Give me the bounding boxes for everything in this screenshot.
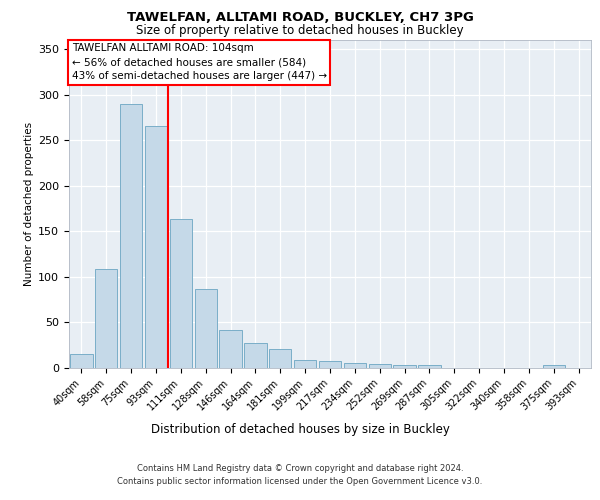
Text: Distribution of detached houses by size in Buckley: Distribution of detached houses by size … — [151, 422, 449, 436]
Text: TAWELFAN ALLTAMI ROAD: 104sqm
← 56% of detached houses are smaller (584)
43% of : TAWELFAN ALLTAMI ROAD: 104sqm ← 56% of d… — [71, 44, 327, 82]
Text: Contains public sector information licensed under the Open Government Licence v3: Contains public sector information licen… — [118, 478, 482, 486]
Bar — [269, 350, 292, 368]
Bar — [394, 365, 416, 368]
Bar — [244, 343, 266, 367]
Y-axis label: Number of detached properties: Number of detached properties — [24, 122, 34, 286]
Text: Contains HM Land Registry data © Crown copyright and database right 2024.: Contains HM Land Registry data © Crown c… — [137, 464, 463, 473]
Bar — [319, 361, 341, 368]
Bar — [220, 330, 242, 368]
Bar — [70, 354, 92, 368]
Bar — [344, 363, 366, 368]
Bar — [120, 104, 142, 368]
Bar — [170, 219, 192, 368]
Bar — [368, 364, 391, 368]
Bar — [542, 365, 565, 368]
Text: TAWELFAN, ALLTAMI ROAD, BUCKLEY, CH7 3PG: TAWELFAN, ALLTAMI ROAD, BUCKLEY, CH7 3PG — [127, 11, 473, 24]
Bar — [294, 360, 316, 368]
Bar — [145, 126, 167, 368]
Bar — [95, 269, 118, 368]
Bar — [418, 365, 440, 368]
Text: Size of property relative to detached houses in Buckley: Size of property relative to detached ho… — [136, 24, 464, 37]
Bar — [194, 290, 217, 368]
